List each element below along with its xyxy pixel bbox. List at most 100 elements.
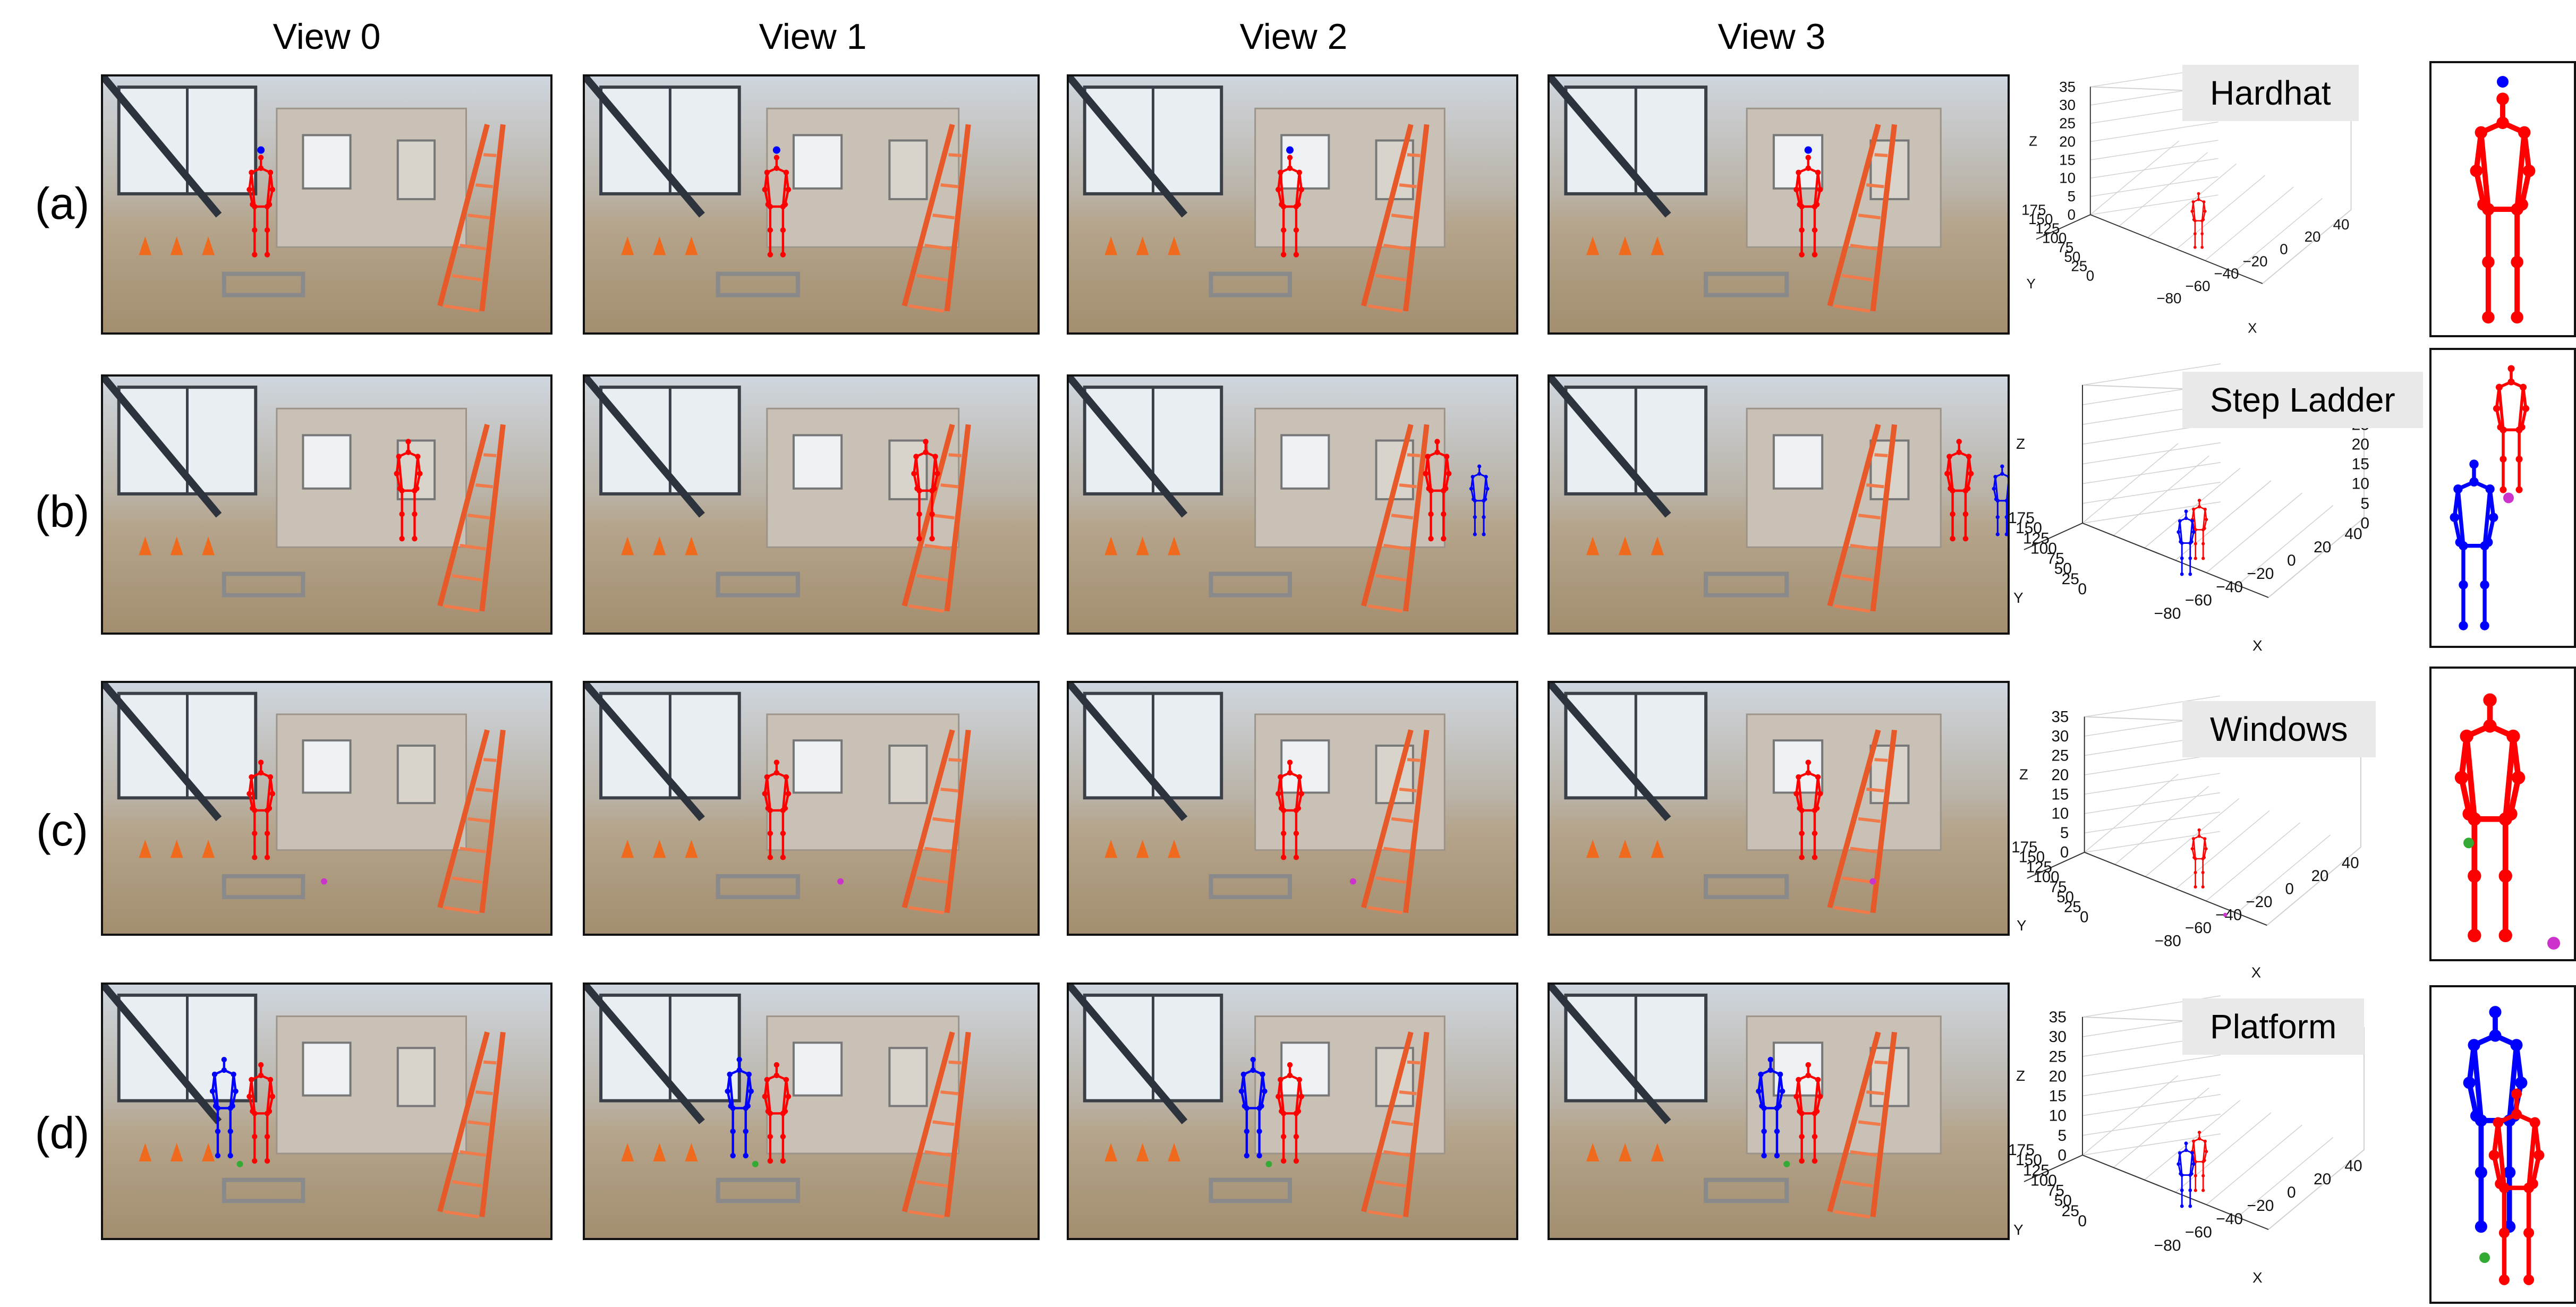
traffic-cone — [1651, 840, 1664, 858]
view-title-0: View 0 — [273, 16, 381, 57]
z-tick-label: 25 — [2059, 115, 2076, 132]
closeup-red-skeleton — [2454, 693, 2526, 943]
y-tick-label: 0 — [2078, 1212, 2087, 1230]
z-tick-label: 10 — [2052, 805, 2069, 823]
y-tick-label: 75 — [2050, 878, 2067, 896]
pose3d-blue — [2177, 509, 2196, 576]
worker-blue-skeleton — [1238, 1056, 1268, 1159]
row-label-a: (a) — [35, 178, 90, 228]
y-axis — [2024, 1155, 2083, 1182]
worker-red-skeleton — [1944, 439, 1974, 542]
traffic-cone — [1168, 536, 1181, 556]
y-tick-label: 100 — [2030, 540, 2057, 557]
worker-blue-skeleton — [209, 1056, 239, 1159]
y-tick-label: 25 — [2064, 899, 2081, 916]
camera-view-a-0 — [101, 74, 552, 335]
pose-closeup-a — [2429, 61, 2576, 337]
z-tick-label: 0 — [2060, 844, 2069, 861]
floor-frame — [222, 571, 305, 597]
x-tick-label: −80 — [2154, 605, 2181, 622]
worker-blue-skeleton — [1756, 1056, 1786, 1159]
steel-beam — [1550, 76, 1671, 218]
camera-view-d-1 — [583, 983, 1040, 1240]
x-axis-label: X — [2252, 637, 2263, 654]
row-label-b: (b) — [35, 486, 90, 536]
traffic-cone — [653, 1143, 666, 1161]
door-opening — [888, 1047, 928, 1107]
y-axis — [2027, 851, 2085, 879]
pose3d-red — [2190, 192, 2207, 249]
y-tick-label: 75 — [2057, 239, 2073, 255]
window-opening — [1280, 434, 1330, 490]
traffic-cone — [1136, 536, 1149, 556]
traffic-cone — [139, 536, 152, 556]
hardhat-marker — [1286, 146, 1294, 154]
z-tick-label: 0 — [2068, 207, 2076, 223]
step-ladder — [902, 729, 971, 915]
traffic-cone — [139, 840, 152, 858]
contact-marker — [2463, 838, 2474, 849]
activity-badge-hardhat: Hardhat — [2182, 65, 2359, 121]
steel-beam — [585, 683, 705, 822]
traffic-cone — [170, 536, 183, 556]
x-tick-label: 40 — [2333, 216, 2350, 233]
camera-view-b-2 — [1067, 374, 1518, 635]
floor-frame — [222, 271, 305, 297]
x-tick-label: 0 — [2287, 1184, 2296, 1201]
traffic-cone — [1586, 236, 1600, 255]
camera-view-d-3 — [1548, 983, 2010, 1240]
steel-beam — [1069, 377, 1188, 518]
traffic-cone — [1136, 1143, 1149, 1161]
window-opening — [1280, 1041, 1330, 1097]
door-opening — [396, 1047, 436, 1107]
x-tick-label: −60 — [2185, 919, 2212, 937]
camera-view-a-1 — [583, 74, 1040, 335]
hardhat-marker — [1804, 146, 1812, 154]
x-axis-label: X — [2251, 964, 2261, 980]
traffic-cone — [653, 840, 666, 858]
traffic-cone — [170, 1143, 183, 1161]
worker-red-skeleton — [1793, 155, 1823, 258]
x-tick-label: 20 — [2314, 539, 2331, 556]
traffic-cone — [139, 236, 152, 255]
traffic-cone — [1104, 1143, 1118, 1161]
3d-plot-b: 353025201510501751501251007550250−80−60−… — [2003, 363, 2375, 661]
traffic-cone — [621, 236, 634, 255]
x-axis — [2082, 523, 2269, 598]
closeup-blue-skeleton — [2450, 459, 2498, 630]
z-tick-label: 15 — [2352, 456, 2369, 473]
window-marker — [837, 878, 844, 885]
z-tick-label: 30 — [2052, 728, 2069, 745]
step-ladder — [902, 1031, 971, 1219]
traffic-cone — [653, 536, 666, 556]
traffic-cone — [1618, 236, 1632, 255]
z-tick-label: 20 — [2052, 766, 2069, 784]
traffic-cone — [1104, 536, 1118, 556]
traffic-cone — [653, 236, 666, 255]
contact-marker — [2479, 1252, 2490, 1263]
worker-red-skeleton — [1276, 155, 1304, 258]
x-tick-label: −80 — [2156, 290, 2181, 306]
step-ladder — [1361, 124, 1430, 313]
row-label-d: (d) — [35, 1108, 90, 1158]
door-opening — [888, 745, 928, 805]
z-tick-label: 5 — [2068, 188, 2076, 204]
x-tick-label: 40 — [2342, 854, 2359, 872]
step-ladder — [1827, 424, 1898, 613]
platform-marker — [752, 1160, 759, 1167]
z-tick-label: 5 — [2360, 495, 2369, 512]
traffic-cone — [1586, 840, 1600, 858]
worker-red-skeleton — [762, 1062, 792, 1164]
x-axis-label: X — [2248, 321, 2257, 336]
camera-view-c-0 — [101, 681, 552, 936]
worker-blue-skeleton — [1992, 464, 2008, 536]
floor-frame — [716, 874, 800, 900]
worker-red-skeleton — [1276, 759, 1304, 860]
traffic-cone — [1136, 840, 1149, 858]
activity-badge-platform: Platform — [2182, 998, 2365, 1055]
x-tick-label: −60 — [2185, 278, 2210, 294]
worker-red-skeleton — [246, 759, 276, 860]
worker-blue-skeleton — [725, 1056, 754, 1159]
traffic-cone — [621, 840, 634, 858]
window-opening — [792, 1041, 843, 1097]
